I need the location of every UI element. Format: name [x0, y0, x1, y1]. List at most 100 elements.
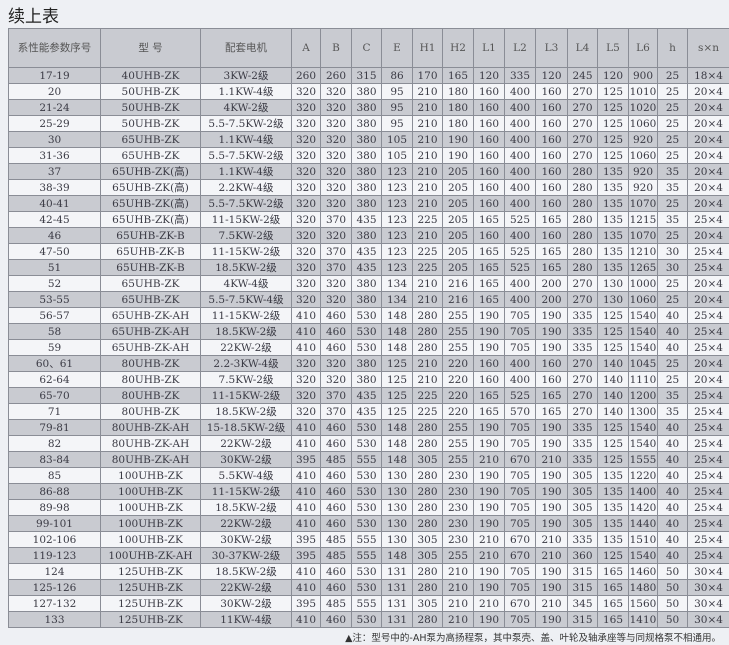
table-cell: 30KW-2级 [200, 531, 292, 548]
table-row: 59 65UHB-ZK-AH 22KW-2级 410 460 530 148 280 255 19… [8, 339, 729, 356]
table-cell: 20×4 [687, 83, 729, 100]
table-cell: 705 [504, 579, 536, 596]
table-cell: 320 [291, 115, 321, 132]
table-cell: 100UHB-ZK [100, 483, 201, 500]
table-cell: 7.5KW-2级 [200, 371, 292, 388]
table-cell: 380 [351, 163, 382, 180]
table-cell: 335 [567, 339, 598, 356]
table-cell: 315 [567, 579, 598, 596]
table-cell: 1210 [628, 243, 658, 260]
table-cell: 320 [320, 291, 352, 308]
table-cell: 216 [442, 275, 474, 292]
table-cell: 135 [597, 467, 629, 484]
table-cell: 65UHB-ZK(高) [100, 195, 201, 212]
table-cell: 25 [657, 275, 688, 292]
table-cell: 20×4 [687, 179, 729, 196]
table-cell: 410 [291, 339, 321, 356]
table-cell: 320 [291, 259, 321, 276]
table-cell: 280 [412, 323, 443, 340]
table-cell: 210 [535, 451, 568, 468]
table-cell: 280 [567, 195, 598, 212]
table-cell: 255 [442, 419, 474, 436]
table-cell: 11-15KW-2级 [200, 483, 292, 500]
table-cell: 280 [412, 499, 443, 516]
table-cell: 40 [657, 531, 688, 548]
table-cell: 135 [597, 227, 629, 244]
table-cell: 148 [381, 547, 413, 564]
table-cell: 335 [567, 307, 598, 324]
table-cell: 1070 [628, 227, 658, 244]
table-cell: 25 [657, 99, 688, 116]
table-cell: 380 [351, 291, 382, 308]
table-cell: 47-50 [8, 243, 101, 260]
table-cell: 160 [473, 355, 505, 372]
table-cell: 380 [351, 99, 382, 116]
table-cell: 380 [351, 147, 382, 164]
table-cell: 30×4 [687, 595, 729, 612]
table-cell: 220 [442, 403, 474, 420]
table-cell: 25 [657, 147, 688, 164]
table-cell: 80UHB-ZK-AH [100, 451, 201, 468]
table-cell: 200 [535, 275, 568, 292]
table-cell: 380 [351, 227, 382, 244]
table-cell: 25 [657, 227, 688, 244]
table-cell: 25×4 [687, 211, 729, 228]
table-cell: 20 [8, 83, 101, 100]
table-cell: 395 [291, 531, 321, 548]
table-cell: 410 [291, 435, 321, 452]
table-cell: 380 [351, 355, 382, 372]
table-cell: 1000 [628, 275, 658, 292]
table-cell: 570 [504, 403, 536, 420]
table-cell: 25×4 [687, 499, 729, 516]
table-cell: 1.1KW-4级 [200, 83, 292, 100]
table-cell: 25 [657, 131, 688, 148]
table-cell: 460 [320, 419, 352, 436]
table-cell: 225 [412, 403, 443, 420]
table-cell: 305 [412, 531, 443, 548]
table-cell: 380 [351, 115, 382, 132]
table-cell: 165 [473, 403, 505, 420]
table-cell: 125 [381, 355, 413, 372]
table-row: 20 50UHB-ZK 1.1KW-4级 320 320 380 95 210 180 160 40… [8, 83, 729, 100]
table-cell: 305 [567, 467, 598, 484]
table-cell: 140 [597, 371, 629, 388]
table-cell: 83-84 [8, 451, 101, 468]
table-cell: 125UHB-ZK [100, 563, 201, 580]
table-cell: 460 [320, 611, 352, 628]
table-cell: 210 [412, 355, 443, 372]
table-cell: 230 [442, 499, 474, 516]
table-cell: 30 [657, 259, 688, 276]
table-cell: 25×4 [687, 483, 729, 500]
table-cell: 270 [567, 99, 598, 116]
table-cell: 125 [597, 339, 629, 356]
table-cell: 320 [291, 163, 321, 180]
table-cell: 370 [320, 403, 352, 420]
table-cell: 530 [351, 611, 382, 628]
table-cell: 25×4 [687, 435, 729, 452]
table-cell: 40 [657, 435, 688, 452]
table-cell: 210 [412, 115, 443, 132]
table-cell: 335 [567, 323, 598, 340]
table-cell: 165 [473, 259, 505, 276]
table-cell: 7.5KW-2级 [200, 227, 292, 244]
table-cell: 670 [504, 547, 536, 564]
table-cell: 200 [535, 291, 568, 308]
table-row: 52 65UHB-ZK 4KW-4级 320 320 380 134 210 216 165 400… [8, 275, 729, 292]
table-cell: 165 [535, 243, 568, 260]
table-cell: 705 [504, 499, 536, 516]
table-cell: 220 [442, 355, 474, 372]
table-cell: 190 [473, 515, 505, 532]
table-cell: 125 [597, 131, 629, 148]
table-cell: 335 [567, 531, 598, 548]
table-cell: 370 [320, 243, 352, 260]
table-cell: 1480 [628, 579, 658, 596]
table-cell: 190 [535, 483, 568, 500]
table-cell: 80UHB-ZK [100, 403, 201, 420]
table-row: 25-29 50UHB-ZK 5.5-7.5KW-2级 320 320 380 95 210 1… [8, 115, 729, 132]
table-cell: 160 [535, 147, 568, 164]
table-cell: 135 [597, 483, 629, 500]
table-cell: 160 [473, 99, 505, 116]
table-cell: 65UHB-ZK [100, 275, 201, 292]
table-cell: 165 [442, 67, 474, 84]
table-cell: 20×4 [687, 147, 729, 164]
